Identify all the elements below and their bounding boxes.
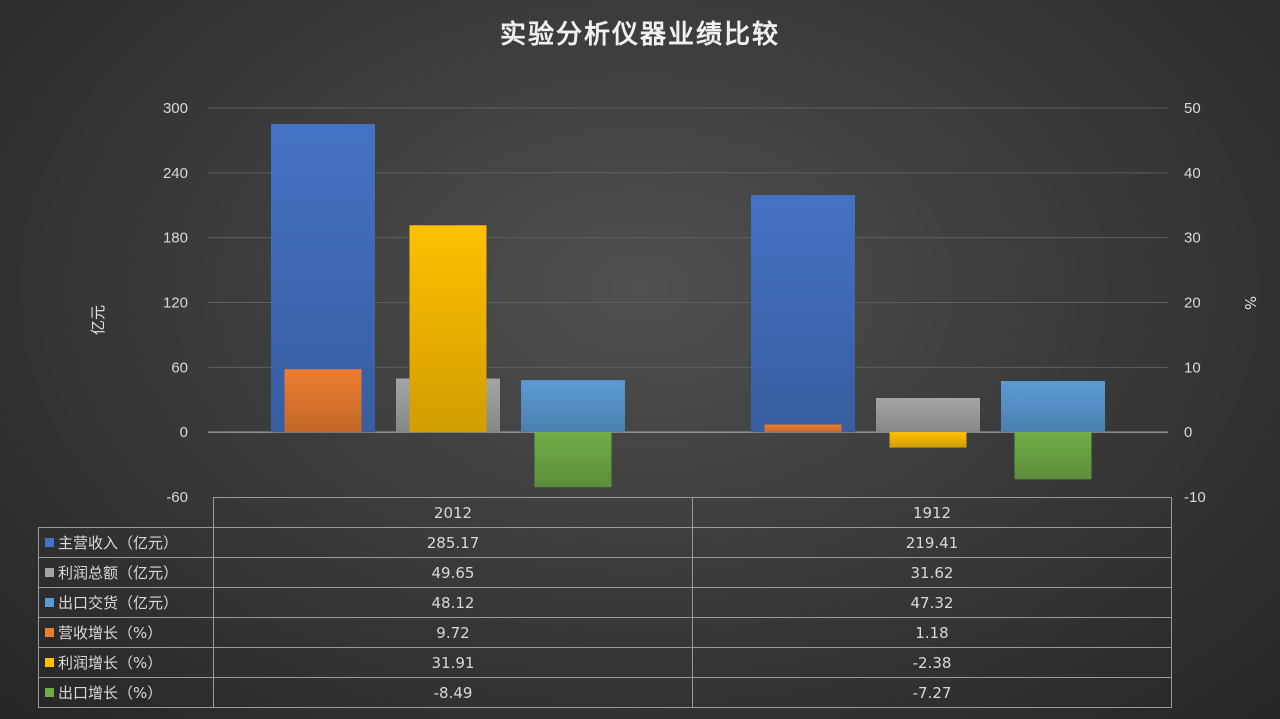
data-label: 47.32	[692, 587, 1172, 618]
bar-series-2-cat-0	[521, 380, 625, 433]
bar-series-4-cat-1	[889, 432, 967, 448]
left-axis-tick-label: 60	[171, 359, 188, 376]
legend-label: 利润总额（亿元）	[58, 564, 179, 582]
data-label: 9.72	[213, 617, 693, 648]
bar-series-5-cat-0	[534, 432, 612, 488]
right-axis-tick-label: 50	[1184, 100, 1201, 117]
data-label: -8.49	[213, 677, 693, 708]
data-table-header-row: 2012 1912	[38, 497, 1172, 528]
data-label: 49.65	[213, 557, 693, 588]
left-axis-tick-label: 120	[163, 295, 188, 312]
data-table-row: 出口交货（亿元） 48.12 47.32	[38, 587, 1172, 618]
data-label: -2.38	[692, 647, 1172, 678]
legend-entry: 利润总额（亿元）	[38, 557, 214, 588]
category-header-1: 1912	[692, 497, 1172, 528]
chart-title: 实验分析仪器业绩比较	[499, 20, 780, 50]
legend-swatch-export-growth	[45, 688, 54, 697]
legend-swatch-profit-growth	[45, 658, 54, 667]
bar-series-1-cat-1	[876, 397, 980, 433]
right-axis-tick-label: 40	[1184, 165, 1201, 182]
legend-label: 利润增长（%）	[58, 654, 163, 672]
legend-label: 出口交货（亿元）	[58, 594, 179, 612]
left-axis-tick-label: 0	[180, 424, 188, 441]
bar-series-4-cat-0	[409, 225, 487, 433]
legend-swatch-revenue	[45, 538, 54, 547]
bar-series-5-cat-1	[1014, 432, 1092, 480]
right-axis-tick-label: 10	[1184, 359, 1201, 376]
data-label: 219.41	[692, 527, 1172, 558]
right-axis-label: %	[1241, 295, 1259, 311]
data-table: 2012 1912 主营收入（亿元） 285.17 219.41 利润总额（亿元…	[38, 497, 1172, 708]
right-axis-tick-label: -10	[1184, 489, 1206, 506]
legend-label: 出口增长（%）	[58, 684, 163, 702]
legend-label: 营收增长（%）	[58, 624, 163, 642]
data-table-row: 出口增长（%） -8.49 -7.27	[38, 677, 1172, 708]
legend-entry: 主营收入（亿元）	[38, 527, 214, 558]
right-axis-tick-label: 20	[1184, 295, 1201, 312]
left-axis-tick-label: 180	[163, 230, 188, 247]
data-label: 48.12	[213, 587, 693, 618]
bar-series-2-cat-1	[1001, 381, 1105, 433]
data-table-corner	[38, 497, 214, 528]
legend-swatch-revenue-growth	[45, 628, 54, 637]
data-table-row: 利润增长（%） 31.91 -2.38	[38, 647, 1172, 678]
data-label: 285.17	[213, 527, 693, 558]
data-table-row: 营收增长（%） 9.72 1.18	[38, 617, 1172, 648]
bar-series-0-cat-1	[751, 195, 855, 433]
right-axis-tick-label: 30	[1184, 230, 1201, 247]
data-label: -7.27	[692, 677, 1172, 708]
bar-series-3-cat-0	[284, 369, 362, 433]
legend-entry: 出口增长（%）	[38, 677, 214, 708]
data-label: 1.18	[692, 617, 1172, 648]
legend-entry: 利润增长（%）	[38, 647, 214, 678]
data-table-row: 利润总额（亿元） 49.65 31.62	[38, 557, 1172, 588]
category-header-0: 2012	[213, 497, 693, 528]
data-table-row: 主营收入（亿元） 285.17 219.41	[38, 527, 1172, 558]
data-label: 31.62	[692, 557, 1172, 588]
left-axis-label: 亿元	[89, 304, 107, 335]
legend-entry: 出口交货（亿元）	[38, 587, 214, 618]
legend-entry: 营收增长（%）	[38, 617, 214, 648]
legend-swatch-profit	[45, 568, 54, 577]
legend-swatch-export	[45, 598, 54, 607]
right-axis-tick-label: 0	[1184, 424, 1192, 441]
legend-label: 主营收入（亿元）	[58, 534, 179, 552]
left-axis-tick-label: 240	[163, 165, 188, 182]
data-label: 31.91	[213, 647, 693, 678]
left-axis-tick-label: 300	[163, 100, 188, 117]
bar-series-3-cat-1	[764, 424, 842, 433]
